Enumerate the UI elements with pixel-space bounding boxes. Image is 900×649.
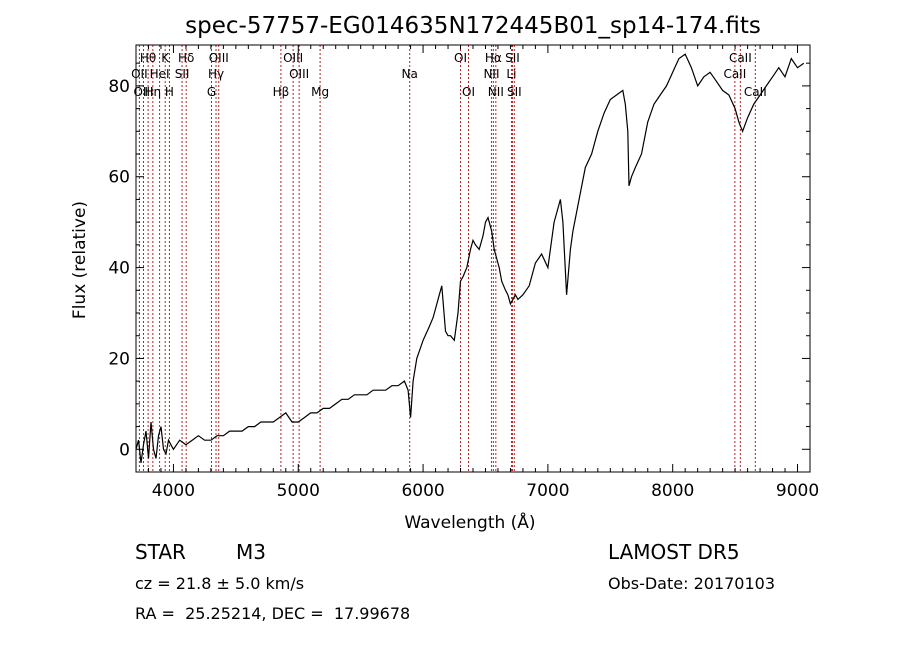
redshift-cz: cz = 21.8 ± 5.0 km/s [135, 574, 305, 593]
object-subclass: M3 [236, 540, 266, 564]
line-marker-label: Hβ [273, 85, 290, 99]
survey-name: LAMOST DR5 [608, 540, 740, 564]
plot-frame [135, 44, 811, 473]
x-tick-label: 9000 [776, 481, 819, 501]
line-marker-label: Hη [145, 85, 162, 99]
y-tick-label: 60 [108, 168, 130, 188]
x-tick-label: 6000 [401, 481, 444, 501]
line-marker-label: Li [506, 67, 516, 81]
line-marker-label: OIII [133, 85, 153, 99]
object-class: STAR [135, 540, 186, 564]
line-marker-label: OIII [209, 51, 229, 65]
line-marker-label: CaII [729, 51, 752, 65]
line-marker-label: NII [483, 67, 499, 81]
line-marker-label: NII [488, 85, 504, 99]
line-marker-label: OIII [283, 51, 303, 65]
line-marker-label: Hα [485, 51, 502, 65]
line-marker-label: OII [131, 67, 148, 81]
line-marker-label: CaII [723, 67, 746, 81]
line-marker-label: SII [505, 51, 520, 65]
chart-title: spec-57757-EG014635N172445B01_sp14-174.f… [185, 13, 761, 39]
line-marker-label: HeI [150, 67, 170, 81]
x-tick-label: 7000 [526, 481, 569, 501]
line-marker-label: Mg [311, 85, 329, 99]
axis-ticks: 4000 5000 6000 7000 8000 9000 0 20 40 60 80 [108, 45, 819, 501]
line-marker-label: CaII [744, 85, 767, 99]
line-marker-label: Hδ [178, 51, 194, 65]
line-marker-label: H [165, 85, 174, 99]
line-markers [138, 45, 756, 472]
line-marker-label: OIII [289, 67, 309, 81]
line-marker-label: OI [462, 85, 475, 99]
line-marker-label: Hθ [140, 51, 156, 65]
y-tick-label: 0 [119, 440, 130, 460]
x-tick-label: 5000 [277, 481, 320, 501]
x-tick-label: 4000 [152, 481, 195, 501]
x-tick-label: 8000 [651, 481, 694, 501]
line-marker-label: K [161, 51, 170, 65]
y-tick-label: 20 [108, 349, 130, 369]
x-axis-label: Wavelength (Å) [404, 511, 535, 533]
coordinates: RA = 25.25214, DEC = 17.99678 [135, 604, 411, 623]
observation-date: Obs-Date: 20170103 [608, 574, 776, 593]
line-marker-label: SII [507, 85, 522, 99]
y-tick-label: 40 [108, 259, 130, 279]
line-marker-label: G [207, 85, 216, 99]
line-marker-label: Na [402, 67, 418, 81]
spectrum-line [135, 53, 805, 463]
y-axis-label: Flux (relative) [70, 201, 90, 319]
y-tick-label: 80 [108, 77, 130, 97]
line-marker-label: Hγ [208, 67, 224, 81]
line-marker-label: SII [175, 67, 190, 81]
line-marker-label: OI [454, 51, 467, 65]
